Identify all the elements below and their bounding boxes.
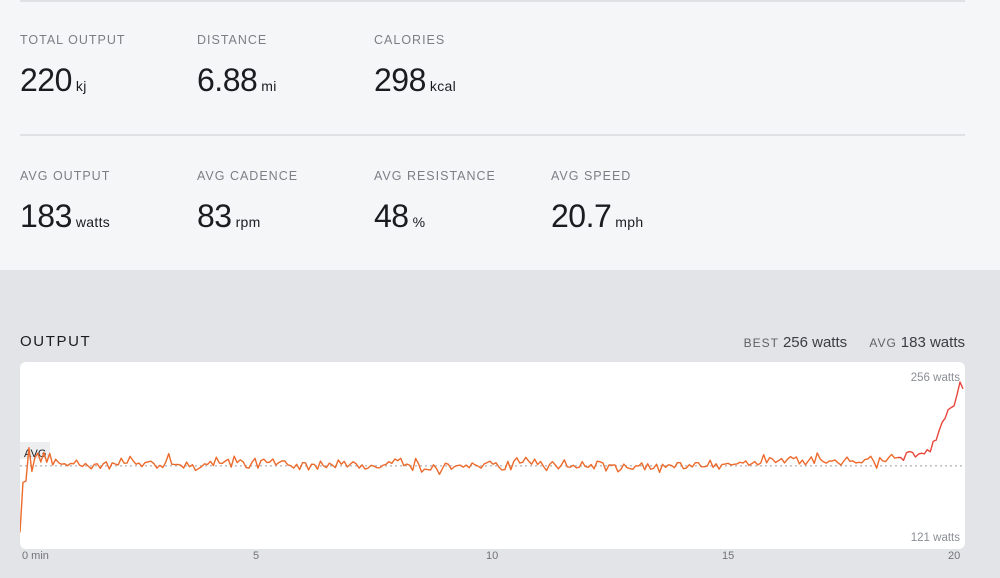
output-stats: BEST 256 watts AVG 183 watts — [744, 334, 965, 351]
metric-avg-output: AVG OUTPUT 183 watts — [20, 169, 197, 235]
metric-label: TOTAL OUTPUT — [20, 33, 126, 47]
metric-unit: watts — [75, 214, 111, 230]
metric-value-line: 6.88 mi — [197, 62, 374, 99]
metric-avg-cadence: AVG CADENCE 83 rpm — [197, 169, 374, 235]
y-max-label: 256 watts — [911, 372, 960, 384]
metric-value-line: 183 watts — [20, 198, 197, 235]
metric-value: 20.7 — [551, 198, 612, 234]
metric-value-line: 220 kj — [20, 62, 197, 99]
metric-unit: kcal — [429, 78, 456, 94]
metric-unit: rpm — [235, 214, 261, 230]
output-chart-svg: AVG 256 watts 121 watts — [20, 372, 965, 544]
metric-unit: mph — [615, 214, 644, 230]
metric-value: 6.88 — [197, 62, 258, 98]
best-label: BEST — [743, 336, 779, 350]
metric-value-line: 20.7 mph — [551, 198, 728, 235]
metric-avg-resistance: AVG RESISTANCE 48% — [374, 169, 551, 235]
metric-value: 220 — [20, 62, 72, 98]
metric-calories: CALORIES 298 kcal — [374, 33, 551, 99]
metric-label: AVG SPEED — [551, 169, 632, 183]
metric-value: 83 — [197, 198, 232, 234]
x-tick: 5 — [253, 550, 260, 562]
y-min-label: 121 watts — [911, 532, 960, 544]
output-chart: AVG 256 watts 121 watts — [20, 362, 965, 549]
metric-unit: % — [412, 214, 426, 230]
metric-label: AVG OUTPUT — [20, 169, 111, 183]
x-tick: 20 — [948, 550, 961, 562]
x-tick: 10 — [486, 550, 499, 562]
metric-total-output: TOTAL OUTPUT 220 kj — [20, 33, 197, 99]
metrics-divider — [20, 134, 965, 136]
output-series-line-peak — [897, 381, 964, 462]
metric-value-line: 83 rpm — [197, 198, 374, 235]
output-title: OUTPUT — [20, 333, 92, 350]
avg-label: AVG — [869, 336, 897, 350]
avg-value: 183 watts — [900, 334, 965, 351]
metric-label: DISTANCE — [197, 33, 268, 47]
metric-value-line: 298 kcal — [374, 62, 551, 99]
x-tick: 0 min — [22, 550, 49, 562]
x-tick: 15 — [722, 550, 735, 562]
top-divider — [20, 0, 965, 2]
metric-value: 183 — [20, 198, 72, 234]
metric-label: AVG CADENCE — [197, 169, 299, 183]
output-series — [20, 381, 964, 533]
best-value: 256 watts — [782, 334, 848, 351]
metric-value: 298 — [374, 62, 426, 98]
output-series-line — [20, 446, 898, 533]
metric-label: CALORIES — [374, 33, 446, 47]
metric-value-line: 48% — [374, 198, 551, 235]
metric-label: AVG RESISTANCE — [374, 169, 496, 183]
metric-distance: DISTANCE 6.88 mi — [197, 33, 374, 99]
metric-unit: mi — [261, 78, 277, 94]
metric-avg-speed: AVG SPEED 20.7 mph — [551, 169, 728, 235]
metric-unit: kj — [75, 78, 87, 94]
metric-value: 48 — [374, 198, 409, 234]
